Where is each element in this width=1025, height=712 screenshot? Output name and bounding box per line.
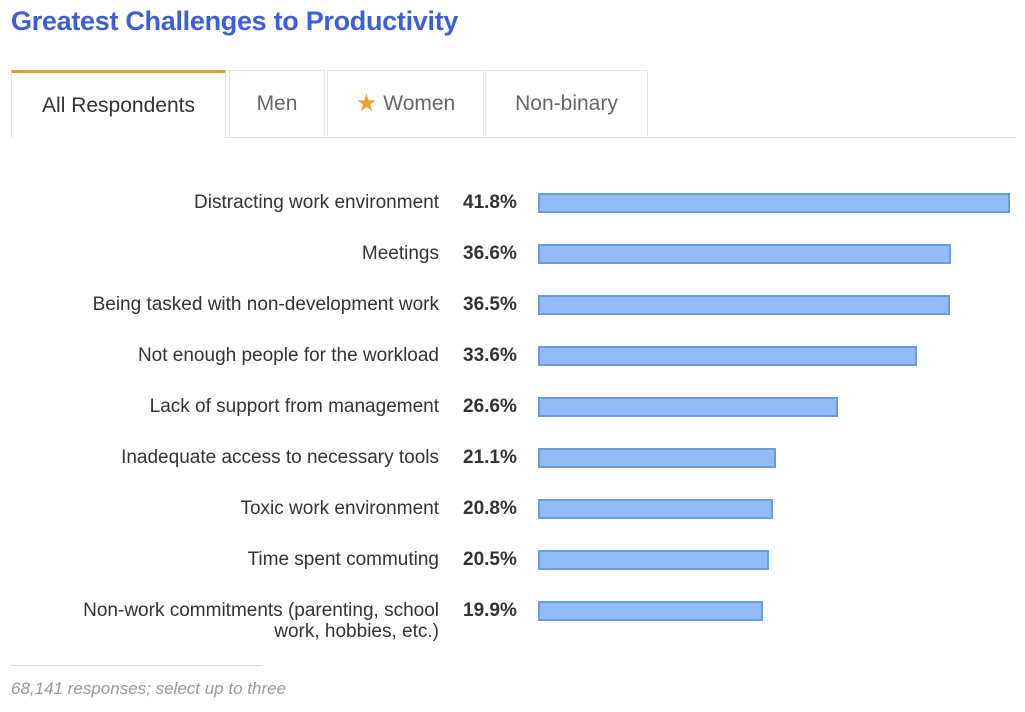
value-label: 21.1% bbox=[463, 447, 517, 468]
tab-women[interactable]: ★ Women bbox=[327, 70, 484, 136]
category-label: Time spent commuting bbox=[247, 549, 439, 570]
bar bbox=[538, 346, 918, 366]
category-label: Inadequate access to necessary tools bbox=[121, 447, 439, 468]
bar bbox=[538, 193, 1010, 213]
value-label: 20.5% bbox=[463, 549, 517, 570]
bar bbox=[538, 448, 777, 468]
category-label: Toxic work environment bbox=[240, 498, 439, 519]
bar-row: Being tasked with non-development work 36… bbox=[0, 294, 1025, 345]
bar-row: Lack of support from management 26.6% bbox=[0, 396, 1025, 447]
tab-label: Non-binary bbox=[515, 91, 618, 115]
category-label: Distracting work environment bbox=[194, 192, 439, 213]
bar-row: Meetings 36.6% bbox=[0, 243, 1025, 294]
category-label: Not enough people for the workload bbox=[137, 345, 439, 366]
category-label: Being tasked with non-development work bbox=[92, 294, 439, 315]
bar-row: Toxic work environment 20.8% bbox=[0, 498, 1025, 549]
bar-row: Time spent commuting 20.5% bbox=[0, 549, 1025, 600]
bar bbox=[538, 601, 763, 621]
bar bbox=[538, 550, 770, 570]
category-label: Lack of support from management bbox=[149, 396, 439, 417]
bar bbox=[538, 397, 839, 417]
bar-row: Non-work commitments (parenting, school w… bbox=[0, 600, 1025, 651]
value-label: 36.5% bbox=[463, 294, 517, 315]
bar bbox=[538, 295, 951, 315]
response-count: 68,141 responses; select up to three bbox=[11, 679, 287, 698]
value-label: 20.8% bbox=[463, 498, 517, 519]
tab-men[interactable]: Men bbox=[229, 70, 325, 136]
value-label: 26.6% bbox=[463, 396, 517, 417]
bar-row: Not enough people for the workload 33.6% bbox=[0, 345, 1025, 396]
star-icon: ★ bbox=[355, 90, 378, 117]
value-label: 19.9% bbox=[463, 600, 517, 621]
tab-label: Women bbox=[383, 91, 456, 115]
tab-label: Men bbox=[256, 91, 298, 115]
bar bbox=[538, 499, 773, 519]
chart-title: Greatest Challenges to Productivity bbox=[11, 6, 459, 36]
value-label: 33.6% bbox=[463, 345, 517, 366]
bar-row: Distracting work environment 41.8% bbox=[0, 192, 1025, 243]
value-label: 36.6% bbox=[463, 243, 517, 264]
tab-label: All Respondents bbox=[42, 93, 195, 117]
bar bbox=[538, 244, 952, 264]
value-label: 41.8% bbox=[463, 192, 517, 213]
divider bbox=[11, 665, 262, 666]
tab-non-binary[interactable]: Non-binary bbox=[485, 70, 648, 136]
tab-bar: All Respondents Men ★ Women Non-binary bbox=[11, 70, 1016, 138]
category-label: Non-work commitments (parenting, school w… bbox=[83, 600, 439, 642]
category-label: Meetings bbox=[361, 243, 439, 264]
tab-all-respondents[interactable]: All Respondents bbox=[11, 70, 226, 138]
bar-row: Inadequate access to necessary tools 21.1… bbox=[0, 447, 1025, 498]
